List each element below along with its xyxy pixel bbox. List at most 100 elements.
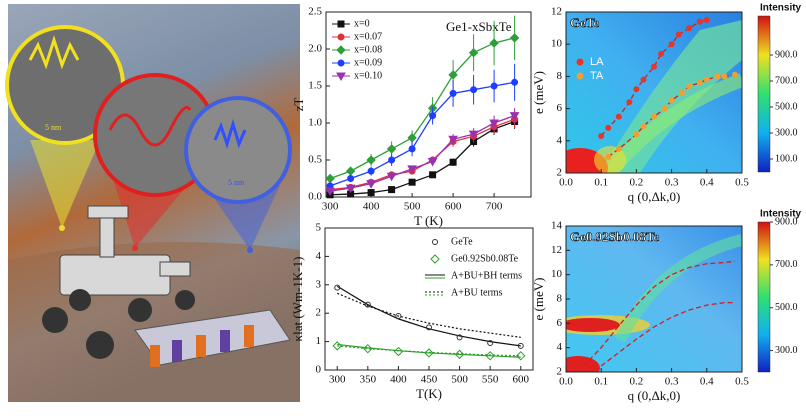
x-tick-label: 0.4 — [700, 376, 714, 388]
marker — [334, 284, 341, 291]
marker — [468, 130, 479, 140]
marker — [407, 165, 417, 174]
legend-label: Ge0.92Sb0.08Te — [451, 253, 519, 264]
marker — [511, 78, 519, 86]
heatmap — [566, 226, 742, 372]
data-point — [731, 71, 738, 78]
y-tick-label: 14 — [551, 220, 563, 232]
y-tick-label: 2.0 — [308, 43, 322, 55]
marker — [408, 178, 416, 186]
colorbar-tick-label: 900.0 — [775, 49, 798, 60]
marker — [395, 313, 402, 320]
marker — [489, 38, 499, 48]
y-tick-label: 0 — [316, 364, 322, 376]
marker — [388, 156, 396, 164]
x-axis-label: q (0,Δk,0) — [628, 189, 681, 204]
y-axis-label: κlat (Wm-1K-1) — [290, 257, 305, 342]
data-point — [615, 113, 622, 120]
dispersion-curve — [607, 74, 736, 158]
legend-label: x=0.08 — [354, 44, 382, 55]
marker — [485, 351, 495, 361]
data-point — [633, 131, 640, 138]
x-tick-label: 500 — [404, 201, 421, 213]
colorbar-tick-label: 500.0 — [775, 302, 798, 313]
y-tick-label: 0.5 — [308, 154, 322, 166]
legend-label: GeTe — [451, 236, 473, 247]
marker — [509, 33, 520, 43]
marker — [386, 172, 397, 182]
x-axis-label: T(K) — [416, 386, 442, 401]
y-tick-label: 12 — [551, 244, 562, 256]
colorbar-tick-label: 900.0 — [775, 216, 798, 227]
data-point — [615, 145, 622, 152]
legend-label: x=0.10 — [354, 70, 382, 81]
marker — [490, 82, 498, 90]
x-tick-label: 0.3 — [665, 376, 679, 388]
y-tick-label: 4 — [557, 134, 563, 146]
data-point — [686, 25, 693, 32]
x-tick-label: 450 — [421, 374, 438, 386]
fit-line — [337, 345, 521, 357]
y-tick-label: 3 — [316, 278, 322, 290]
x-tick-label: 0.5 — [735, 177, 749, 189]
marker — [454, 349, 465, 360]
marker — [366, 180, 376, 189]
data-point — [703, 17, 710, 24]
data-point — [721, 73, 728, 80]
legend-label: x=0.07 — [354, 31, 382, 42]
colorbar-tick-label: 700.0 — [775, 75, 798, 86]
marker — [367, 189, 375, 197]
y-axis-label: zT — [291, 98, 306, 112]
data-point — [598, 132, 605, 139]
x-tick-label: 600 — [513, 374, 530, 386]
marker — [325, 173, 335, 184]
scale-label: 5 nm — [228, 178, 245, 187]
y-axis-label: e (meV) — [531, 71, 546, 114]
data-point — [605, 153, 612, 160]
marker — [429, 112, 437, 120]
x-tick-label: 500 — [451, 374, 468, 386]
x-tick-label: 600 — [445, 201, 462, 213]
chart-title: Ge1-xSbxTe — [446, 19, 512, 34]
illustration: 5 nm 5 nm — [5, 4, 300, 402]
y-tick-label: 6 — [557, 102, 563, 114]
series-line — [329, 37, 515, 180]
data-point — [714, 73, 721, 80]
x-tick-label: 0.4 — [700, 177, 714, 189]
marker — [345, 184, 356, 194]
y-tick-label: 8 — [557, 293, 563, 305]
marker — [408, 145, 416, 153]
marker — [336, 72, 346, 82]
x-tick-label: 0.2 — [630, 376, 644, 388]
marker — [364, 301, 371, 308]
marker — [363, 343, 373, 354]
marker — [366, 155, 376, 165]
scale-label: 5 nm — [45, 123, 62, 132]
data-point — [679, 89, 686, 96]
data-point — [686, 83, 693, 90]
fit-line — [336, 285, 521, 347]
plot-frame — [565, 11, 743, 174]
colorbar-tick-label: 300.0 — [775, 345, 798, 356]
chart-title: Ge0.92Sb0.08Te — [570, 229, 659, 244]
y-tick-label: 0.0 — [308, 191, 322, 203]
marker — [367, 167, 375, 175]
marker — [424, 348, 434, 358]
y-tick-label: 4 — [557, 341, 563, 353]
data-point — [640, 123, 647, 130]
heatmap — [566, 12, 742, 173]
series-line — [330, 120, 515, 196]
data-point — [703, 76, 710, 83]
legend-label: TA — [590, 70, 604, 82]
data-point — [696, 18, 703, 25]
data-point — [651, 63, 657, 70]
marker — [430, 254, 440, 264]
marker — [448, 70, 458, 80]
overlay — [598, 17, 738, 160]
marker — [509, 112, 520, 121]
marker — [337, 59, 345, 67]
fit-line — [337, 292, 521, 338]
y-tick-label: 10 — [551, 268, 563, 280]
x-tick-label: 0.0 — [559, 177, 573, 189]
legend-label: x=0.09 — [354, 57, 382, 68]
